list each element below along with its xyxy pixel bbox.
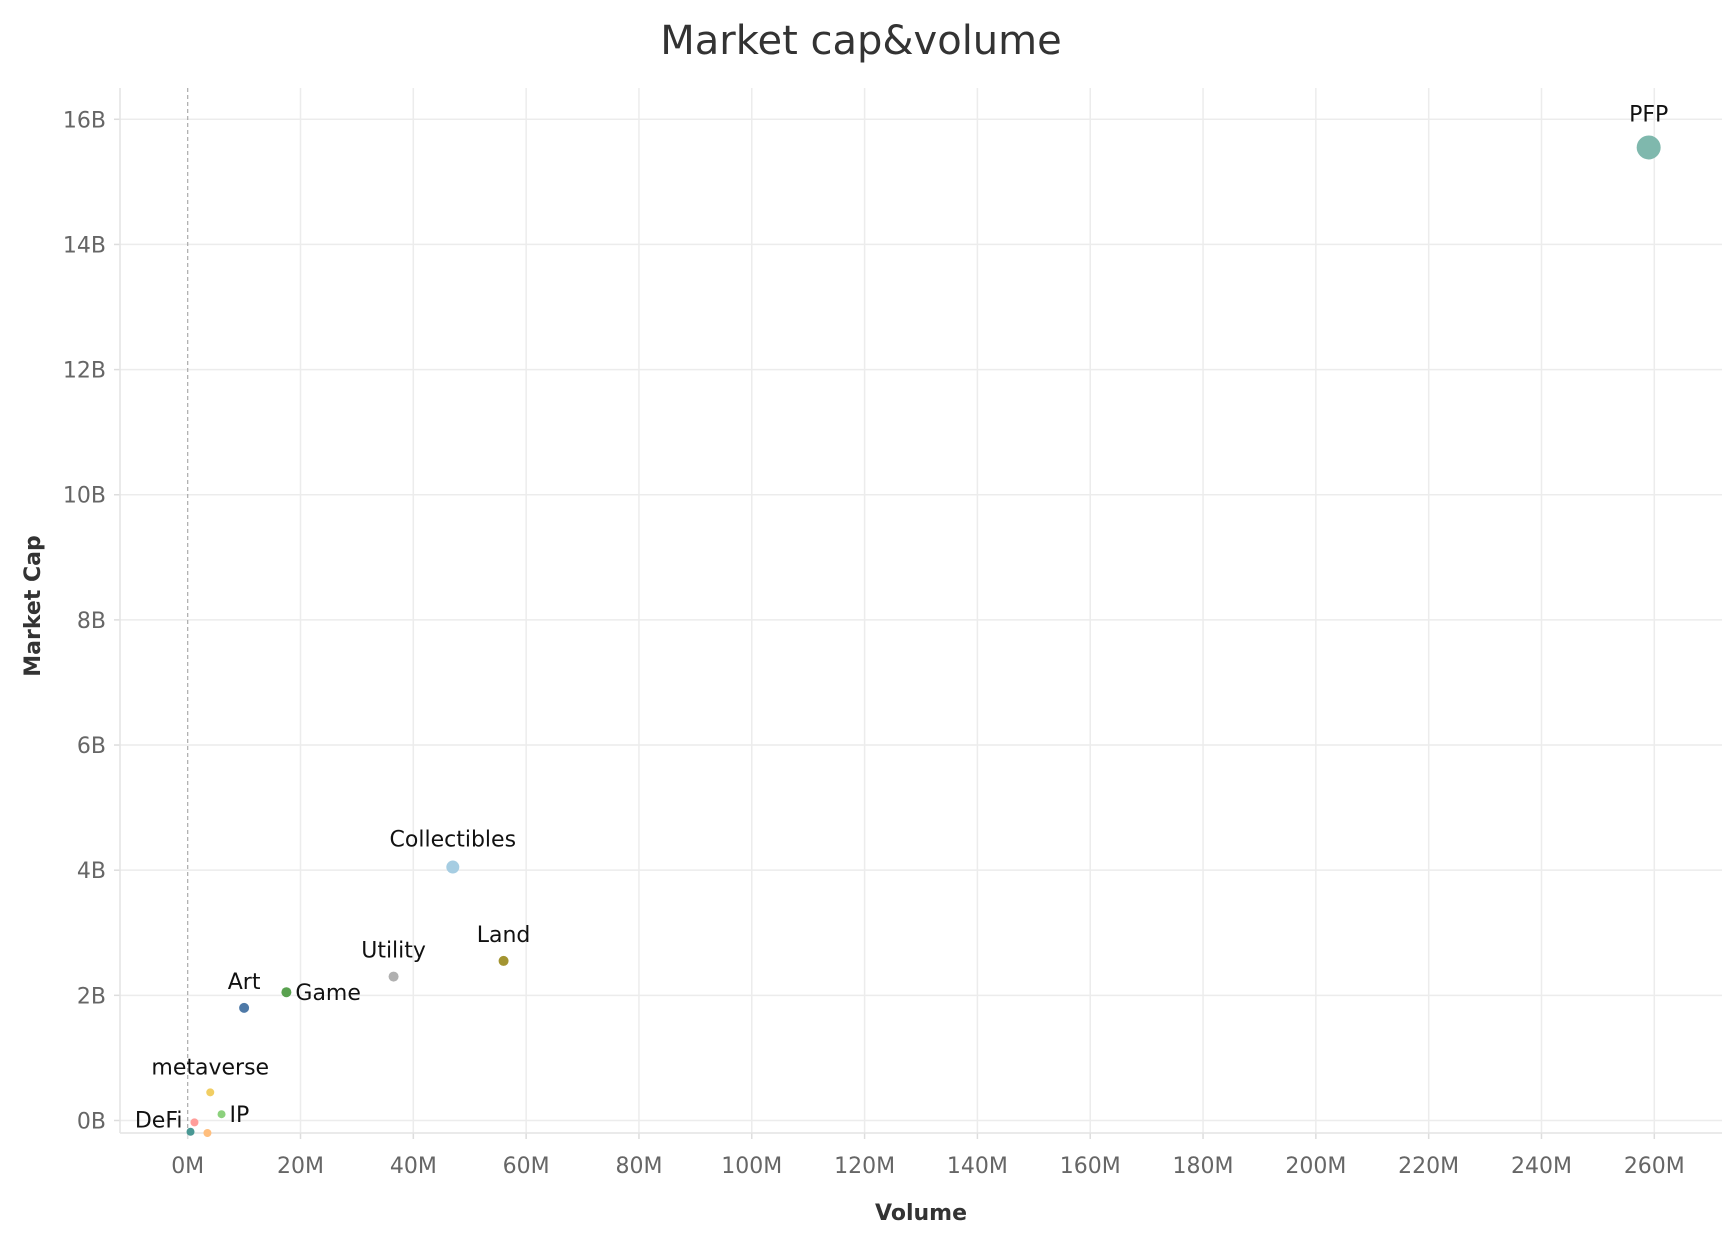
y-tick-label: 4B <box>77 859 106 884</box>
x-tick-label: 200M <box>1285 1154 1346 1179</box>
x-tick-label: 20M <box>277 1154 324 1179</box>
y-axis-title: Market Cap <box>21 535 46 676</box>
y-tick-label: 0B <box>77 1109 106 1134</box>
data-point-art <box>239 1002 250 1013</box>
x-tick-label: 120M <box>834 1154 895 1179</box>
point-label: Land <box>477 923 531 948</box>
point-label: Game <box>295 981 361 1006</box>
x-tick-label: 40M <box>390 1154 437 1179</box>
point-label: Collectibles <box>390 828 517 853</box>
x-tick-label: 60M <box>503 1154 550 1179</box>
data-point-metaverse <box>206 1088 215 1097</box>
x-tick-label: 160M <box>1060 1154 1121 1179</box>
point-label: Art <box>228 970 261 995</box>
point-label: PFP <box>1629 102 1668 127</box>
x-tick-label: 0M <box>171 1154 204 1179</box>
x-axis-title: Volume <box>875 1201 967 1226</box>
y-tick-label: 8B <box>77 609 106 634</box>
y-tick-label: 6B <box>77 734 106 759</box>
y-tick-label: 10B <box>63 484 106 509</box>
x-tick-label: 100M <box>721 1154 782 1179</box>
y-tick-label: 14B <box>63 233 106 258</box>
x-tick-label: 180M <box>1173 1154 1234 1179</box>
x-tick-label: 240M <box>1511 1154 1572 1179</box>
data-points <box>186 135 1661 1137</box>
data-point <box>190 1118 199 1127</box>
y-tick-label: 2B <box>77 984 106 1009</box>
x-tick-label: 220M <box>1398 1154 1459 1179</box>
data-point-land <box>498 955 509 966</box>
point-label: IP <box>230 1103 250 1128</box>
data-point-collectibles <box>446 860 460 874</box>
x-tick-label: 260M <box>1624 1154 1685 1179</box>
data-point-utility <box>388 971 399 982</box>
data-point-pfp <box>1636 135 1661 160</box>
gridlines <box>120 88 1722 1133</box>
y-tick-label: 12B <box>63 359 106 384</box>
data-point-ip <box>217 1110 226 1119</box>
x-tick-label: 80M <box>615 1154 662 1179</box>
chart-title: Market cap&volume <box>660 18 1061 64</box>
axes: 0M 20M 40M 60M 80M 100M 120M 140M 160M 180M 200M 22… <box>63 88 1722 1179</box>
point-label: Utility <box>361 939 426 964</box>
y-tick-label: 16B <box>63 108 106 133</box>
point-label: metaverse <box>151 1055 269 1080</box>
data-point <box>203 1129 212 1137</box>
data-point-defi <box>186 1127 195 1136</box>
x-tick-label: 140M <box>947 1154 1008 1179</box>
point-label: DeFi <box>135 1109 183 1134</box>
data-point-game <box>281 987 292 998</box>
